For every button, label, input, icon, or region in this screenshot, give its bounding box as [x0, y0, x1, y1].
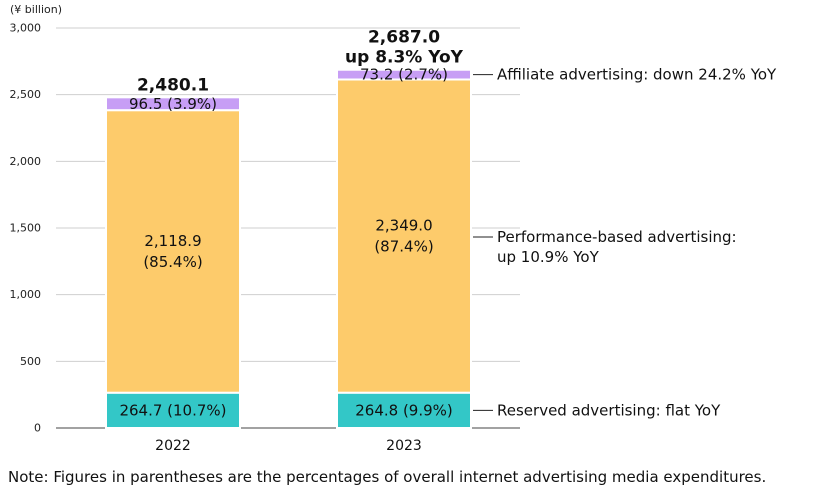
data-label-reserved-2022: 264.7 (10.7%) [119, 401, 226, 419]
data-label-affiliate-2023: 73.2 (2.7%) [360, 66, 448, 84]
x-category-label: 2022 [155, 438, 191, 454]
x-category-label: 2023 [386, 438, 422, 454]
data-label-reserved-2023: 264.8 (9.9%) [355, 401, 453, 419]
bar-segment-affiliate-2023 [336, 68, 472, 81]
annotation-reserved: Reserved advertising: flat YoY [497, 401, 721, 419]
y-tick-label: 3,000 [10, 22, 42, 35]
y-tick-label: 2,000 [10, 155, 42, 168]
footnote: Note: Figures in parentheses are the per… [8, 468, 767, 486]
annotation-performance: Performance-based advertising: up 10.9% Y… [497, 228, 737, 266]
y-tick-label: 1,500 [10, 222, 42, 235]
total-label-2022: 2,480.1 [137, 75, 209, 95]
data-label-performance-2022: 2,118.9 (85.4%) [143, 232, 202, 271]
data-label-affiliate-2022: 96.5 (3.9%) [129, 95, 217, 113]
y-tick-label: 0 [34, 422, 41, 435]
bar-segment-reserved-2022 [105, 391, 241, 429]
bar-segment-performance-2023 [336, 78, 472, 394]
data-label-performance-2023: 2,349.0 (87.4%) [374, 217, 433, 256]
bar-segment-affiliate-2022 [105, 96, 241, 112]
annotation-affiliate: Affiliate advertising: down 24.2% YoY [497, 66, 777, 84]
y-tick-label: 1,000 [10, 288, 42, 301]
y-axis-unit-label: (¥ billion) [10, 3, 62, 16]
y-tick-label: 2,500 [10, 88, 42, 101]
bar-segment-performance-2022 [105, 109, 241, 394]
total-label-2023: 2,687.0 up 8.3% YoY [345, 28, 464, 68]
y-tick-label: 500 [20, 355, 41, 368]
